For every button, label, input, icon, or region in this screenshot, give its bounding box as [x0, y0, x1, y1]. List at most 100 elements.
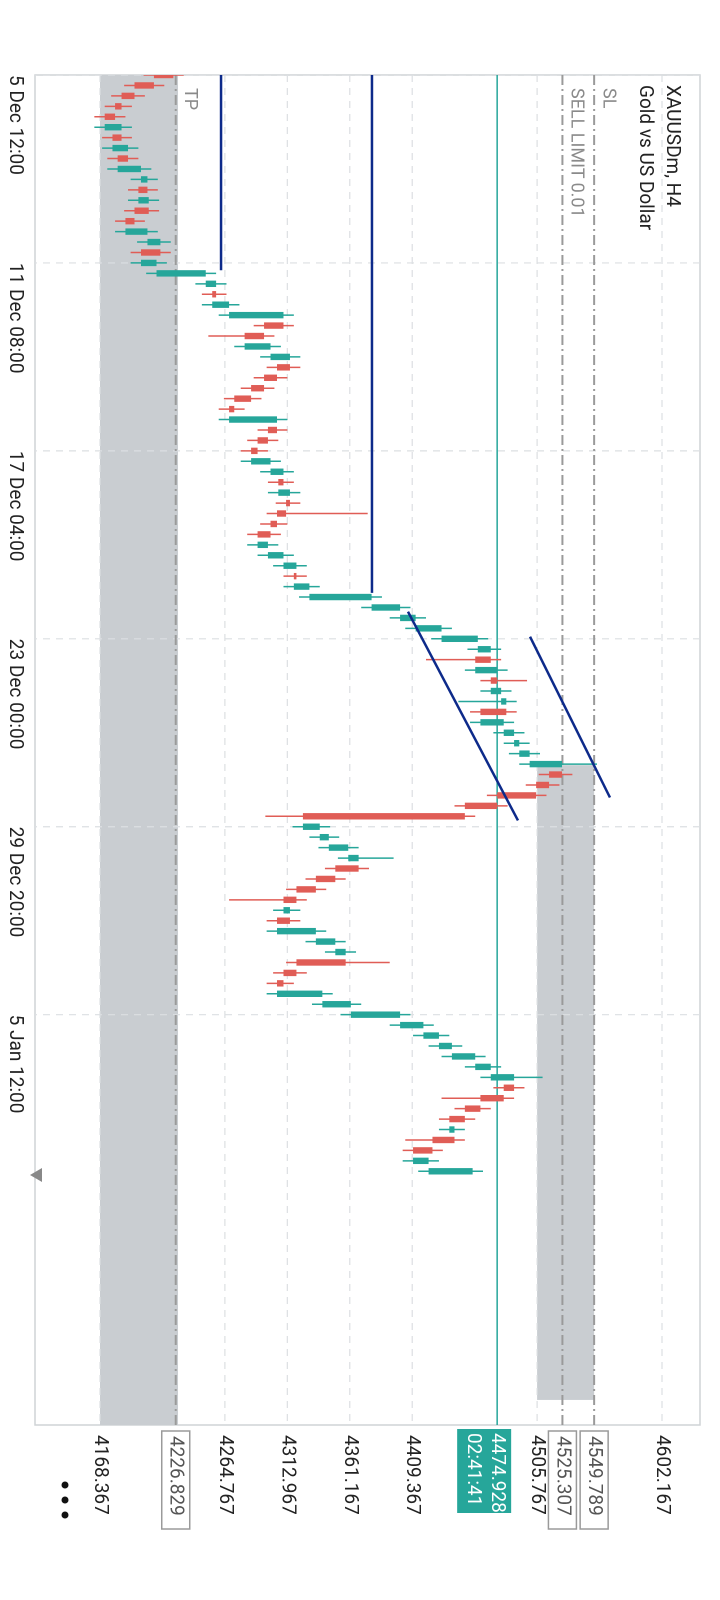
y-tick-label: 4168.367: [90, 1435, 113, 1515]
candle-body: [335, 865, 359, 872]
candle-body: [283, 896, 297, 904]
candle-body: [529, 760, 563, 768]
price-line-label: 4226.829: [166, 1436, 189, 1516]
candle-body: [490, 677, 498, 684]
candle-body: [350, 1011, 401, 1018]
candle-body: [480, 1095, 504, 1102]
candle-body: [348, 854, 359, 862]
price-line-box: [160, 1430, 191, 1530]
candle-body: [490, 687, 502, 695]
y-tick-label: 4361.167: [340, 1435, 363, 1515]
candle-body: [428, 1168, 473, 1175]
candle-body: [277, 510, 287, 517]
x-tick-label: 5 Dec 12:00: [5, 75, 28, 175]
bid-countdown: 02:41:41: [463, 1433, 486, 1506]
candle-body: [293, 572, 297, 580]
candle-body: [451, 1053, 476, 1060]
candle-body: [229, 311, 284, 319]
candle-body: [104, 113, 116, 120]
trend-line: [406, 611, 520, 822]
candle-body: [257, 437, 268, 444]
candle-body: [371, 604, 401, 611]
y-tick-label: 4264.767: [215, 1435, 238, 1515]
candle-body: [251, 447, 258, 455]
candle-body: [283, 969, 297, 977]
candle-body: [125, 228, 148, 235]
bid-label: 4474.928: [487, 1433, 510, 1513]
x-tick-label: 29 Dec 20:00: [5, 827, 28, 938]
candle-body: [278, 489, 290, 496]
candle-body: [244, 343, 271, 350]
candle-body: [438, 1042, 452, 1050]
candle-body: [244, 332, 265, 340]
candle-body: [270, 520, 278, 528]
candle-body: [277, 927, 316, 935]
candle-body: [134, 82, 154, 89]
x-tick-label: 23 Dec 00:00: [5, 639, 28, 750]
candle-body: [464, 1105, 481, 1112]
price-line-box: [579, 1430, 609, 1530]
y-tick-label: 4409.367: [402, 1435, 425, 1515]
zone: [537, 765, 595, 1400]
menu-dot[interactable]: [61, 1496, 69, 1504]
candle-body: [156, 270, 206, 277]
candle-body: [264, 322, 284, 329]
candle-body: [477, 646, 491, 653]
candle-body: [322, 1001, 351, 1008]
candle-body: [234, 395, 252, 402]
candle-body: [315, 875, 336, 883]
candle-body: [147, 238, 161, 246]
candle-body: [464, 802, 498, 810]
x-tick-label: 5 Jan 12:00: [5, 1015, 28, 1114]
candle-body: [257, 531, 271, 538]
candle-body: [117, 155, 129, 162]
candle-body: [536, 781, 550, 789]
candle-body: [302, 823, 320, 830]
plot-area: [35, 75, 700, 1425]
candle-body: [549, 771, 563, 778]
candle-body: [264, 374, 278, 381]
price-line-name: SELL LIMIT 0.01: [567, 88, 588, 218]
overlays: 4168.367 4264.767 4312.967 4361.167 4409.367…: [5, 75, 675, 1530]
menu-dot[interactable]: [61, 1511, 69, 1519]
candle-body: [514, 740, 520, 747]
candle-body: [328, 844, 349, 851]
candles: [94, 75, 612, 1175]
candle-body: [267, 426, 278, 434]
candle-body: [117, 165, 141, 173]
menu-dot[interactable]: [61, 1481, 69, 1489]
candle-body: [112, 134, 122, 141]
candle-body: [277, 917, 290, 924]
candle-body: [415, 625, 442, 632]
candle-body: [212, 301, 230, 308]
price-line-label: 4549.789: [584, 1436, 607, 1516]
candle-body: [125, 217, 135, 225]
candle-body: [205, 280, 217, 288]
candle-body: [277, 364, 290, 371]
candle-body: [134, 207, 149, 214]
price-line-box: [547, 1430, 578, 1530]
candle-body: [283, 562, 297, 569]
candle-body: [319, 833, 329, 841]
candle-body: [212, 291, 217, 298]
trend-line: [528, 636, 612, 799]
candle-body: [501, 698, 507, 705]
candle-body: [449, 1126, 455, 1133]
candle-body: [283, 907, 290, 914]
x-tick-label: 11 Dec 08:00: [5, 263, 28, 374]
candle-body: [475, 666, 498, 674]
candle-body: [257, 541, 268, 549]
candle-body: [441, 635, 478, 643]
candle-body: [251, 458, 271, 465]
candle-body: [229, 405, 235, 413]
candle-body: [138, 186, 148, 194]
candle-body: [296, 886, 316, 893]
candle-body: [413, 1157, 429, 1165]
candle-body: [309, 593, 372, 601]
candle-body: [140, 259, 157, 267]
candle-body: [140, 249, 161, 256]
chart-title: XAUUSDm, H4: [662, 85, 685, 207]
candle-body: [475, 1063, 491, 1071]
